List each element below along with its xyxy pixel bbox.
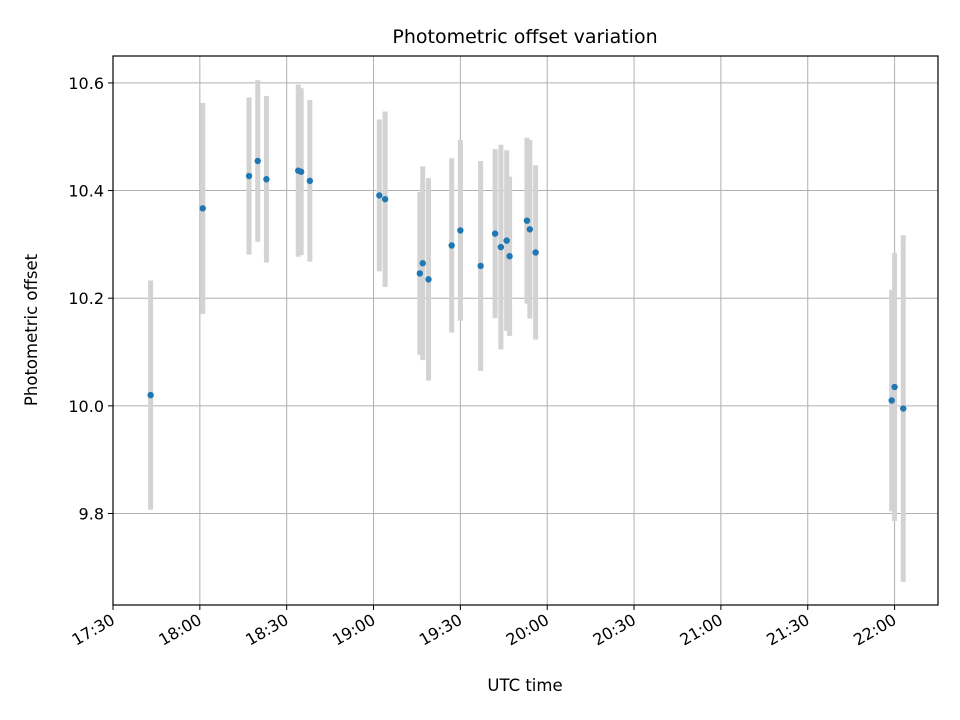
y-tick-label: 10.6 (68, 74, 104, 93)
data-point (199, 205, 206, 212)
data-point (448, 242, 455, 249)
x-tick-label: 19:30 (416, 610, 465, 650)
y-tick-label: 10.4 (68, 182, 104, 201)
data-point (523, 217, 531, 224)
y-axis-ticks: 9.8 10.0 10.2 10.4 10.6 (68, 74, 113, 524)
x-tick-label: 22:00 (850, 610, 899, 650)
x-tick-label: 21:30 (763, 610, 812, 650)
chart-title: Photometric offset variation (392, 26, 657, 48)
x-tick-label: 20:30 (590, 610, 639, 650)
data-point (477, 262, 484, 270)
y-tick-label: 9.8 (79, 505, 104, 524)
data-point (306, 177, 314, 185)
data-point (891, 383, 898, 391)
data-point (245, 172, 253, 180)
data-point (888, 397, 895, 404)
data-point (416, 270, 424, 277)
x-tick-label: 19:00 (329, 610, 378, 650)
x-axis-ticks: 17:30 18:00 18:30 19:00 19:30 20:00 20:30 21:00… (69, 605, 900, 650)
data-point (526, 226, 534, 233)
data-point (425, 276, 432, 283)
data-point (900, 405, 907, 412)
y-tick-label: 10.0 (68, 397, 104, 416)
data-point (297, 168, 305, 175)
plot-frame (112, 55, 939, 606)
x-tick-label: 21:00 (676, 610, 725, 650)
x-tick-label: 17:30 (69, 610, 118, 650)
data-point (263, 176, 270, 183)
error-bars (148, 80, 906, 582)
data-point (491, 230, 499, 237)
data-point (147, 391, 154, 399)
data-point (503, 237, 510, 244)
data-point (419, 260, 426, 267)
x-axis-label: UTC time (487, 676, 562, 695)
x-tick-label: 20:00 (503, 610, 552, 650)
data-point (497, 243, 505, 251)
data-point (457, 227, 464, 234)
data-point (254, 157, 261, 165)
data-point (506, 253, 513, 260)
y-axis-label: Photometric offset (22, 253, 41, 406)
x-tick-label: 18:00 (155, 610, 204, 650)
x-tick-label: 18:30 (242, 610, 291, 650)
y-tick-label: 10.2 (68, 289, 104, 308)
data-point (376, 192, 383, 199)
data-point (532, 249, 539, 256)
data-point (381, 195, 389, 203)
data-points (147, 157, 907, 412)
